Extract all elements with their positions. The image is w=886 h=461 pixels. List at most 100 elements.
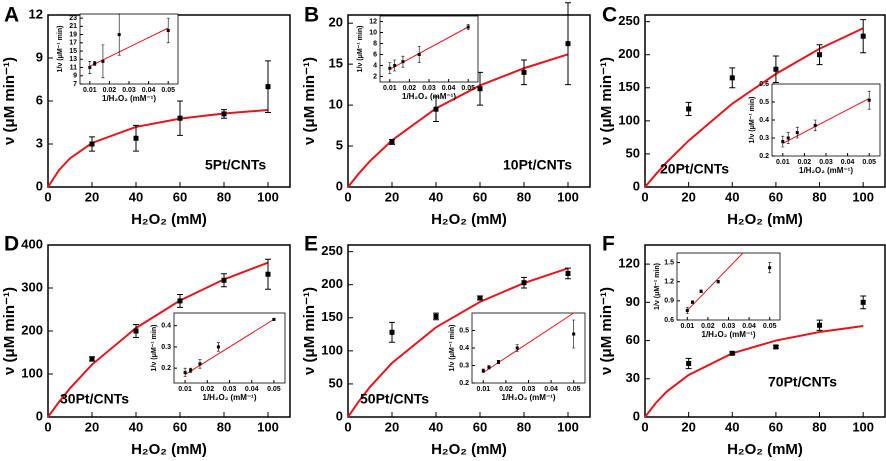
y-tick-label: 17 xyxy=(69,40,77,47)
data-point xyxy=(177,298,183,304)
y-tick-label: 0.4 xyxy=(161,323,171,330)
data-point xyxy=(221,277,227,283)
data-point xyxy=(89,356,95,362)
y-axis-label: ν (μM min⁻¹) xyxy=(301,57,318,145)
y-tick-label: 100 xyxy=(21,365,43,380)
x-tick-label: 0.04 xyxy=(841,159,855,166)
data-point xyxy=(729,75,735,81)
x-tick-label: 0.04 xyxy=(142,87,156,94)
x-tick-label: 0 xyxy=(641,419,648,434)
data-point xyxy=(117,33,121,37)
data-point xyxy=(166,28,170,32)
data-point xyxy=(272,317,276,321)
x-tick-label: 0.05 xyxy=(567,386,581,393)
y-tick-label: 0 xyxy=(36,408,43,423)
sample-label: 30Pt/CNTs xyxy=(60,391,129,407)
x-tick-label: 20 xyxy=(385,189,399,204)
x-tick-label: 0.02 xyxy=(701,323,715,330)
data-point xyxy=(389,139,395,145)
y-tick-label: 0.6 xyxy=(759,81,769,88)
y-tick-label: 2 xyxy=(373,73,377,80)
y-axis-label: 1/ν (μM⁻¹ min) xyxy=(151,325,158,372)
x-axis-label: H₂O₂ (mM) xyxy=(431,441,507,458)
x-tick-label: 80 xyxy=(217,189,231,204)
x-tick-label: 40 xyxy=(429,189,443,204)
y-tick-label: 4 xyxy=(373,62,377,69)
x-tick-label: 0.02 xyxy=(103,87,117,94)
data-point xyxy=(686,106,692,112)
x-tick-label: 60 xyxy=(473,419,487,434)
data-point xyxy=(867,98,871,102)
data-point xyxy=(198,362,202,366)
y-tick-label: 6 xyxy=(36,92,43,107)
data-point xyxy=(183,370,187,374)
y-axis-label: 1/ν (μM⁻¹ min) xyxy=(357,26,364,73)
data-point xyxy=(496,360,500,364)
x-axis-label: H₂O₂ (mM) xyxy=(131,441,207,458)
y-tick-label: 1.5 xyxy=(664,259,674,266)
data-point xyxy=(795,131,799,135)
x-tick-label: 100 xyxy=(852,189,874,204)
x-tick-label: 0 xyxy=(344,189,351,204)
y-tick-label: 21 xyxy=(69,23,77,30)
y-tick-label: 250 xyxy=(618,13,640,28)
data-point xyxy=(417,53,421,56)
x-tick-label: 0.05 xyxy=(161,87,175,94)
x-tick-label: 80 xyxy=(812,189,826,204)
x-axis-label: 1/H₂O₂ (mM⁻¹) xyxy=(702,330,756,339)
y-tick-label: 10 xyxy=(329,97,343,112)
x-tick-label: 80 xyxy=(812,419,826,434)
x-axis-label: H₂O₂ (mM) xyxy=(431,211,507,228)
y-tick-label: 3 xyxy=(36,135,43,150)
y-tick-label: 150 xyxy=(618,79,640,94)
y-tick-label: 12 xyxy=(29,6,43,21)
x-tick-label: 0.02 xyxy=(499,386,513,393)
data-point xyxy=(221,111,227,117)
fit-curve xyxy=(644,27,864,188)
y-tick-label: 9 xyxy=(36,49,43,64)
x-tick-label: 80 xyxy=(217,419,231,434)
data-point xyxy=(101,59,105,63)
data-point xyxy=(477,295,483,301)
fit-curve xyxy=(644,325,864,418)
x-tick-label: 20 xyxy=(681,189,695,204)
data-point xyxy=(768,266,772,270)
y-tick-label: 23 xyxy=(69,15,77,22)
fit-curve xyxy=(47,109,269,188)
data-point xyxy=(433,313,439,319)
x-tick-label: 100 xyxy=(557,419,579,434)
data-point xyxy=(572,332,576,336)
y-tick-label: 400 xyxy=(21,236,43,251)
sample-label: 20Pt/CNTs xyxy=(660,161,729,177)
panel-label: E xyxy=(304,233,318,256)
x-tick-label: 20 xyxy=(85,419,99,434)
panel-label: B xyxy=(304,4,319,27)
x-tick-label: 100 xyxy=(257,419,279,434)
plot-frame xyxy=(771,83,881,157)
data-point xyxy=(860,299,866,305)
y-axis-label: ν (μM min⁻¹) xyxy=(301,287,318,375)
panel-label: F xyxy=(602,233,615,256)
x-tick-label: 0.03 xyxy=(819,159,833,166)
data-point xyxy=(401,60,405,64)
x-axis-label: H₂O₂ (mM) xyxy=(131,211,207,228)
y-tick-label: 1.2 xyxy=(664,279,674,286)
y-tick-label: 15 xyxy=(69,48,77,55)
y-tick-label: 300 xyxy=(21,279,43,294)
x-tick-label: 80 xyxy=(517,189,531,204)
data-point xyxy=(177,115,183,121)
y-tick-label: 15 xyxy=(329,56,343,71)
y-axis-label: 1/ν (μM⁻¹ min) xyxy=(449,325,456,372)
y-tick-label: 6 xyxy=(373,51,377,58)
x-tick-label: 0.01 xyxy=(178,386,192,393)
y-tick-label: 60 xyxy=(626,332,640,347)
data-point xyxy=(265,271,271,277)
data-point xyxy=(515,346,519,350)
data-point xyxy=(686,360,692,366)
y-tick-label: 0.9 xyxy=(664,298,674,305)
x-tick-label: 0.04 xyxy=(245,386,259,393)
plot-frame xyxy=(676,252,781,321)
x-tick-label: 0.03 xyxy=(722,323,736,330)
y-tick-label: 250 xyxy=(321,243,343,258)
data-point xyxy=(860,33,866,39)
